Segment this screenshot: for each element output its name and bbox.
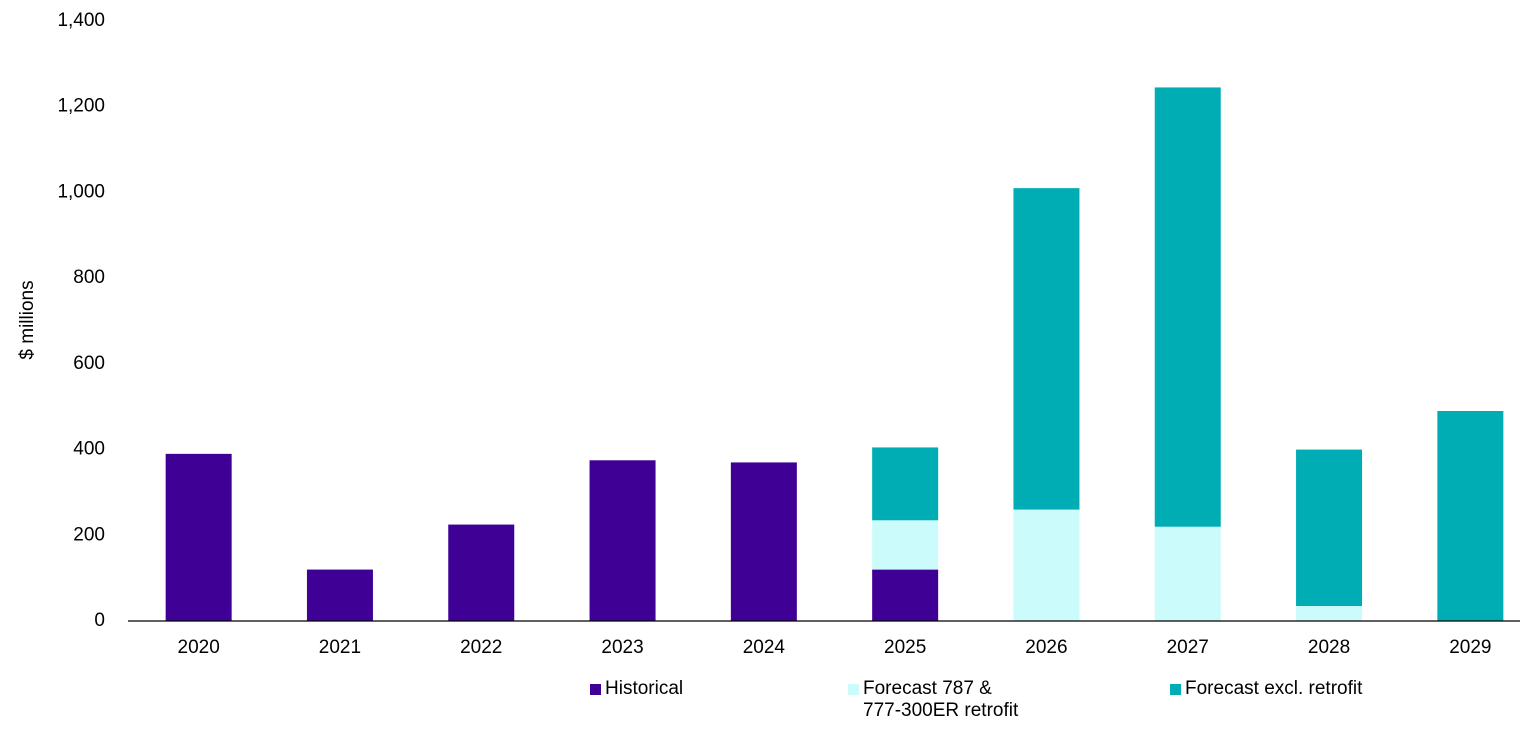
legend-swatch: [590, 684, 601, 695]
y-tick-label: 1,200: [57, 96, 105, 117]
y-tick-label: 600: [73, 353, 105, 374]
y-tick-label: 1,000: [57, 181, 105, 202]
bar-segment: [872, 447, 939, 521]
bar-segment: [1154, 87, 1221, 527]
y-tick-label: 800: [73, 267, 105, 288]
bar-segment: [165, 453, 232, 621]
legend-label: Historical: [605, 678, 684, 699]
legend-item: Historical: [590, 678, 790, 700]
x-tick-label: 2021: [319, 637, 361, 658]
x-tick-label: 2024: [743, 637, 786, 658]
bar-segment: [1154, 526, 1221, 621]
y-tick-label: 1,400: [57, 10, 105, 31]
legend-swatch: [1170, 684, 1181, 695]
x-tick-label: 2029: [1449, 637, 1491, 658]
bar-segment: [589, 460, 656, 621]
legend-label: Forecast excl. retrofit: [1185, 678, 1363, 699]
x-tick-label: 2027: [1167, 637, 1209, 658]
bar-segment: [730, 462, 797, 621]
bar-segment: [1296, 449, 1363, 606]
x-tick-label: 2028: [1308, 637, 1350, 658]
bar-segment: [1296, 606, 1363, 621]
y-tick-label: 0: [94, 610, 105, 631]
legend-item: Forecast excl. retrofit: [1170, 678, 1470, 700]
bar-segment: [1013, 188, 1080, 510]
bar-segment: [1013, 509, 1080, 621]
legend-label: Forecast 787 & 777-300ER retrofit: [863, 678, 1019, 721]
x-tick-label: 2023: [601, 637, 643, 658]
bar-segment: [1437, 411, 1504, 621]
bar-segment: [306, 569, 373, 621]
bar-segment: [872, 569, 939, 621]
y-tick-label: 200: [73, 524, 105, 545]
x-tick-label: 2025: [884, 637, 926, 658]
bar-segment: [448, 524, 515, 621]
x-tick-label: 2022: [460, 637, 502, 658]
x-tick-label: 2020: [178, 637, 220, 658]
y-tick-label: 400: [73, 439, 105, 460]
bar-segment: [872, 520, 939, 570]
x-tick-label: 2026: [1025, 637, 1067, 658]
y-axis-label: $ millions: [17, 280, 38, 359]
legend-item: Forecast 787 & 777-300ER retrofit: [848, 678, 1028, 722]
legend-swatch: [848, 684, 859, 695]
